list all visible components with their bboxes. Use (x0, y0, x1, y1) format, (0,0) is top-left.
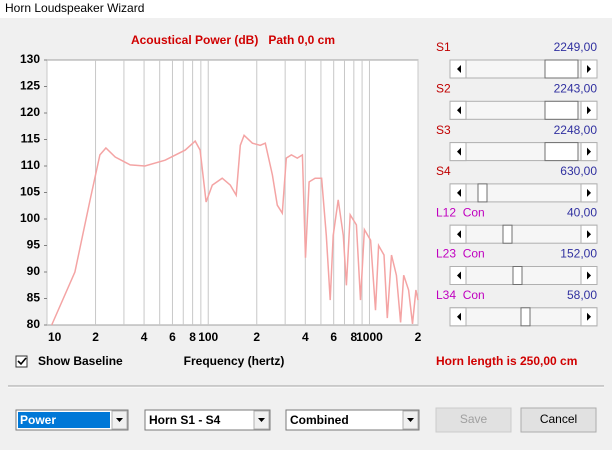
slider-label: S4 (436, 164, 451, 178)
slider-thumb[interactable] (512, 266, 523, 285)
y-tick-label: 100 (20, 211, 40, 225)
slider-panel: S1 2249,00 S2 2243,00 S3 2248,00 S4 630,00 L12 C… (436, 40, 598, 327)
checkbox[interactable] (15, 355, 28, 368)
slider-left-arrow (457, 312, 461, 321)
y-tick-label: 90 (27, 264, 41, 278)
x-tick-label: 8 (350, 330, 357, 344)
x-tick-label: 2 (415, 330, 422, 344)
x-tick-label: 100 (198, 330, 218, 344)
x-tick-label: 2 (253, 330, 260, 344)
y-tick-label: 110 (21, 158, 41, 172)
slider-value: 630,00 (560, 164, 597, 178)
dropdown-arrow (258, 418, 265, 422)
button-label[interactable]: Cancel (540, 412, 577, 426)
slider-right-arrow (587, 106, 591, 115)
x-tick-label: 6 (330, 330, 337, 344)
window-title: Horn Loudspeaker Wizard (5, 1, 144, 15)
plot-area (46, 59, 419, 326)
slider-track[interactable] (449, 224, 598, 244)
y-tick-label: 125 (20, 79, 40, 93)
slider-thumb[interactable] (477, 183, 488, 203)
slider-right-arrow (587, 271, 591, 280)
slider-left-arrow (457, 106, 461, 115)
y-tick-label: 120 (20, 105, 40, 119)
dropdown-text[interactable]: Horn S1 - S4 (149, 413, 221, 427)
slider-right-arrow (587, 312, 591, 321)
slider-value: 2243,00 (554, 81, 598, 95)
slider-thumb[interactable] (520, 307, 531, 327)
response-line (51, 133, 419, 326)
checkbox-label[interactable]: Show Baseline (38, 354, 123, 368)
button (435, 407, 512, 433)
slider-right-arrow (587, 147, 591, 156)
slider-value: 2249,00 (554, 40, 598, 54)
slider-label: S3 (436, 123, 451, 137)
x-tick-label: 6 (169, 330, 176, 344)
chart-title: Acoustical Power (dB) Path 0,0 cm (131, 33, 335, 47)
x-tick-label: 2 (92, 330, 99, 344)
checkbox-check (17, 357, 27, 366)
title-bar (0, 0, 612, 18)
slider-label: L12 Con (436, 205, 485, 219)
slider-right-arrow (587, 188, 591, 197)
bottom-controls: Power Horn S1 - S4 Combined Save Cancel (15, 407, 597, 433)
x-tick-label: 4 (141, 330, 148, 344)
y-tick-label: 105 (20, 185, 40, 199)
slider-value: 152,00 (560, 247, 597, 261)
slider-label: S2 (436, 81, 451, 95)
dropdown[interactable] (285, 409, 420, 431)
slider-label: L23 Con (436, 247, 485, 261)
y-tick-label: 115 (21, 132, 41, 146)
slider-left-arrow (457, 188, 461, 197)
dropdown-arrow (116, 418, 123, 422)
slider-thumb[interactable] (544, 59, 579, 79)
slider-value: 40,00 (567, 205, 597, 219)
button-label: Save (460, 412, 488, 426)
slider-label: L34 Con (436, 288, 485, 302)
y-tick-label: 85 (27, 291, 41, 305)
slider-value: 2248,00 (554, 123, 598, 137)
horn-length-status: Horn length is 250,00 cm (436, 354, 577, 368)
slider-left-arrow (457, 65, 461, 73)
slider-track[interactable] (449, 183, 598, 203)
x-tick-label: 1000 (356, 330, 383, 344)
x-tick-label: 8 (189, 330, 196, 344)
slider-thumb[interactable] (544, 142, 579, 162)
dropdown-text[interactable]: Combined (290, 413, 349, 427)
x-tick-label: 4 (302, 330, 309, 344)
slider-thumb[interactable] (502, 224, 513, 244)
x-axis-label: Frequency (hertz) (184, 354, 285, 368)
slider-label: S1 (436, 40, 451, 54)
slider-left-arrow (457, 230, 461, 239)
dropdown-selection (18, 412, 110, 428)
slider-left-arrow (457, 271, 461, 280)
slider-left-arrow (457, 147, 461, 156)
x-tick-label: 10 (48, 330, 62, 344)
y-tick-label: 130 (20, 52, 40, 66)
y-tick-label: 95 (27, 238, 41, 252)
slider-right-arrow (587, 65, 591, 73)
slider-right-arrow (587, 230, 591, 239)
button[interactable] (520, 407, 597, 433)
y-tick-label: 80 (27, 317, 41, 331)
dropdown-text[interactable]: Power (20, 413, 56, 427)
slider-thumb[interactable] (544, 100, 579, 120)
dropdown-arrow (407, 418, 414, 422)
slider-value: 58,00 (567, 288, 597, 302)
dropdown[interactable] (144, 409, 271, 431)
slider-track[interactable] (449, 266, 598, 285)
